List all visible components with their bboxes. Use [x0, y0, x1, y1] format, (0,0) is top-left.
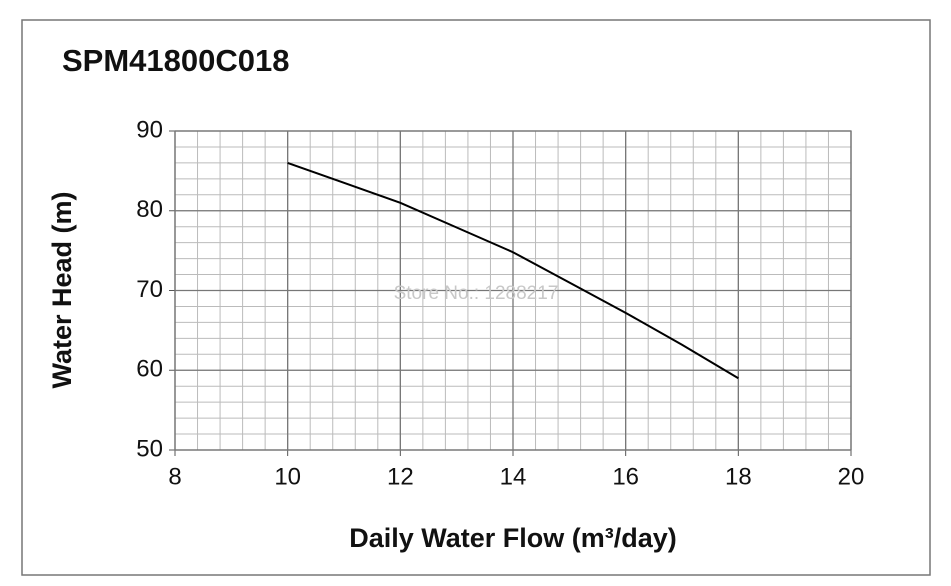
plot-area: 8 10 12 14 16 18 20 50 60 70 80 90: [136, 116, 864, 490]
x-tick-label: 10: [274, 463, 301, 490]
y-tick-label: 90: [136, 116, 163, 143]
y-tick-label: 70: [136, 276, 163, 303]
plot-border: [174, 130, 852, 451]
x-tick-label: 14: [500, 463, 527, 490]
chart-title: SPM41800C018: [62, 43, 290, 78]
x-tick-label: 16: [612, 463, 639, 490]
y-tick-label: 60: [136, 356, 163, 383]
x-axis-label: Daily Water Flow (m³/day): [349, 523, 677, 553]
x-tick-label: 18: [725, 463, 752, 490]
watermark: Store No.: 1288217: [394, 283, 559, 304]
x-tick-label: 20: [838, 463, 865, 490]
data-line: [287, 161, 739, 380]
y-tick-label: 80: [136, 196, 163, 223]
y-axis-label: Water Head (m): [47, 191, 77, 388]
x-tick-label: 12: [387, 463, 414, 490]
y-tick-label: 50: [136, 435, 163, 462]
x-tick-label: 8: [168, 463, 181, 490]
